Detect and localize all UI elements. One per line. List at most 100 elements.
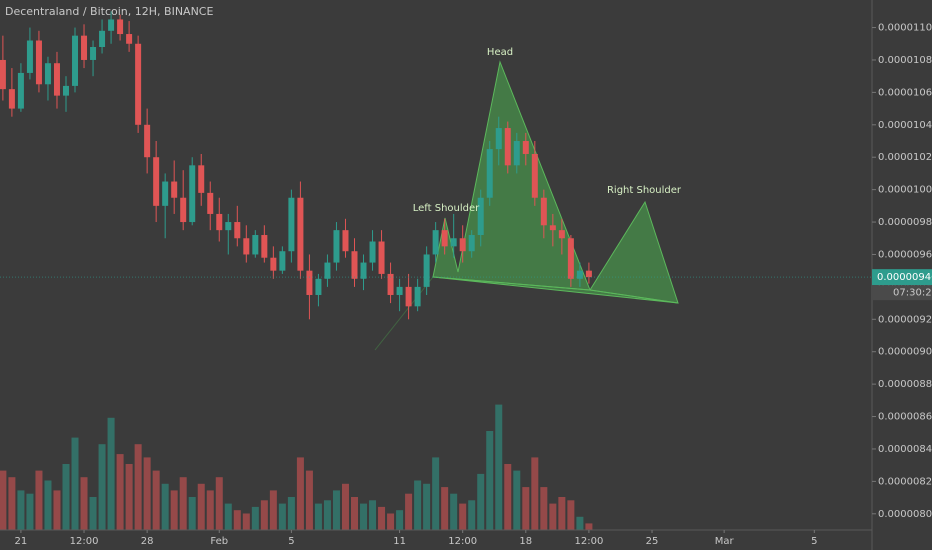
candle-body — [8, 89, 15, 109]
candle-body — [450, 238, 457, 247]
volume-bar — [468, 500, 476, 530]
x-tick-label: 18 — [519, 536, 532, 547]
candle-body — [441, 230, 448, 247]
volume-bar — [152, 470, 160, 530]
volume-bar — [197, 483, 205, 530]
candle-body — [216, 213, 223, 231]
candle-layer — [0, 11, 872, 320]
countdown-label: 07:30:20 — [893, 288, 932, 299]
x-tick-label: 21 — [15, 536, 28, 547]
candle-body — [17, 72, 24, 109]
candle-body — [44, 63, 51, 85]
volume-bar — [459, 503, 467, 530]
candle-body — [567, 238, 574, 279]
candle-body — [26, 40, 33, 73]
candle-body — [126, 34, 133, 44]
volume-bar — [80, 477, 88, 530]
volume-bar — [8, 477, 16, 530]
candle-body — [53, 63, 60, 96]
pattern-right-shoulder — [589, 200, 679, 304]
volume-bar — [369, 500, 377, 530]
candle-body — [414, 286, 421, 307]
volume-bar — [585, 523, 593, 530]
volume-bar — [233, 510, 241, 530]
candle-body — [90, 47, 97, 60]
volume-bar — [441, 487, 449, 530]
volume-bar — [260, 500, 268, 530]
volume-bar — [332, 490, 340, 530]
volume-bar — [17, 490, 25, 530]
volume-bar — [251, 506, 259, 530]
volume-bar — [513, 470, 521, 530]
volume-bar — [242, 513, 250, 530]
candle-body — [387, 273, 394, 295]
candle-body — [513, 141, 520, 166]
candle-body — [252, 235, 259, 255]
volume-bar — [287, 497, 295, 530]
countdown-tag — [872, 285, 932, 301]
volume-bar — [540, 487, 548, 530]
candle-body — [99, 30, 106, 48]
candle-body — [468, 235, 475, 252]
candle-body — [477, 197, 484, 236]
candle-body — [360, 262, 367, 279]
candle-body — [189, 165, 196, 223]
volume-bar — [62, 464, 70, 530]
volume-bar — [161, 483, 169, 530]
candle-body — [297, 197, 304, 271]
candle-body — [342, 230, 349, 252]
volume-bar — [504, 464, 512, 530]
volume-bar — [477, 473, 485, 530]
head-shoulders-pattern — [374, 60, 679, 351]
candle-body — [432, 230, 439, 255]
candle-body — [162, 181, 169, 206]
last-price-tag — [872, 269, 932, 286]
volume-bar — [414, 480, 422, 530]
volume-bar — [558, 497, 566, 530]
candle-body — [495, 128, 502, 150]
y-tick-label: 0.00001100 — [878, 23, 932, 34]
candle-body — [279, 251, 286, 271]
volume-bar — [179, 477, 187, 530]
candle-body — [558, 230, 565, 239]
x-tick-label: 25 — [646, 536, 659, 547]
candle-body — [0, 59, 6, 90]
candle-body — [585, 270, 592, 278]
candle-body — [81, 35, 88, 60]
volume-bar — [360, 503, 368, 530]
volume-bar — [188, 497, 196, 530]
volume-bar — [405, 493, 413, 530]
volume-bar — [206, 490, 214, 530]
volume-bar — [53, 490, 61, 530]
candle-body — [270, 257, 277, 271]
volume-bar — [224, 503, 232, 530]
candle-body — [333, 230, 340, 263]
candle-body — [423, 254, 430, 287]
volume-bar — [350, 497, 358, 530]
volume-bar — [89, 497, 97, 530]
candle-body — [35, 40, 42, 85]
candle-body — [171, 181, 178, 198]
x-tick-label: Mar — [715, 536, 735, 547]
volume-bar — [549, 503, 557, 530]
candle-body — [234, 222, 241, 239]
x-tick-label: 12:00 — [70, 536, 99, 547]
volume-bar — [170, 490, 178, 530]
candle-body — [324, 262, 331, 279]
x-tick-label: 28 — [141, 536, 154, 547]
candle-body — [531, 153, 538, 198]
x-tick-label: Feb — [210, 536, 228, 547]
candle-body — [153, 157, 160, 206]
candle-body — [504, 128, 511, 166]
volume-bar — [26, 493, 34, 530]
candle-body — [405, 286, 412, 307]
volume-bar — [450, 493, 458, 530]
volume-bar — [143, 457, 151, 530]
